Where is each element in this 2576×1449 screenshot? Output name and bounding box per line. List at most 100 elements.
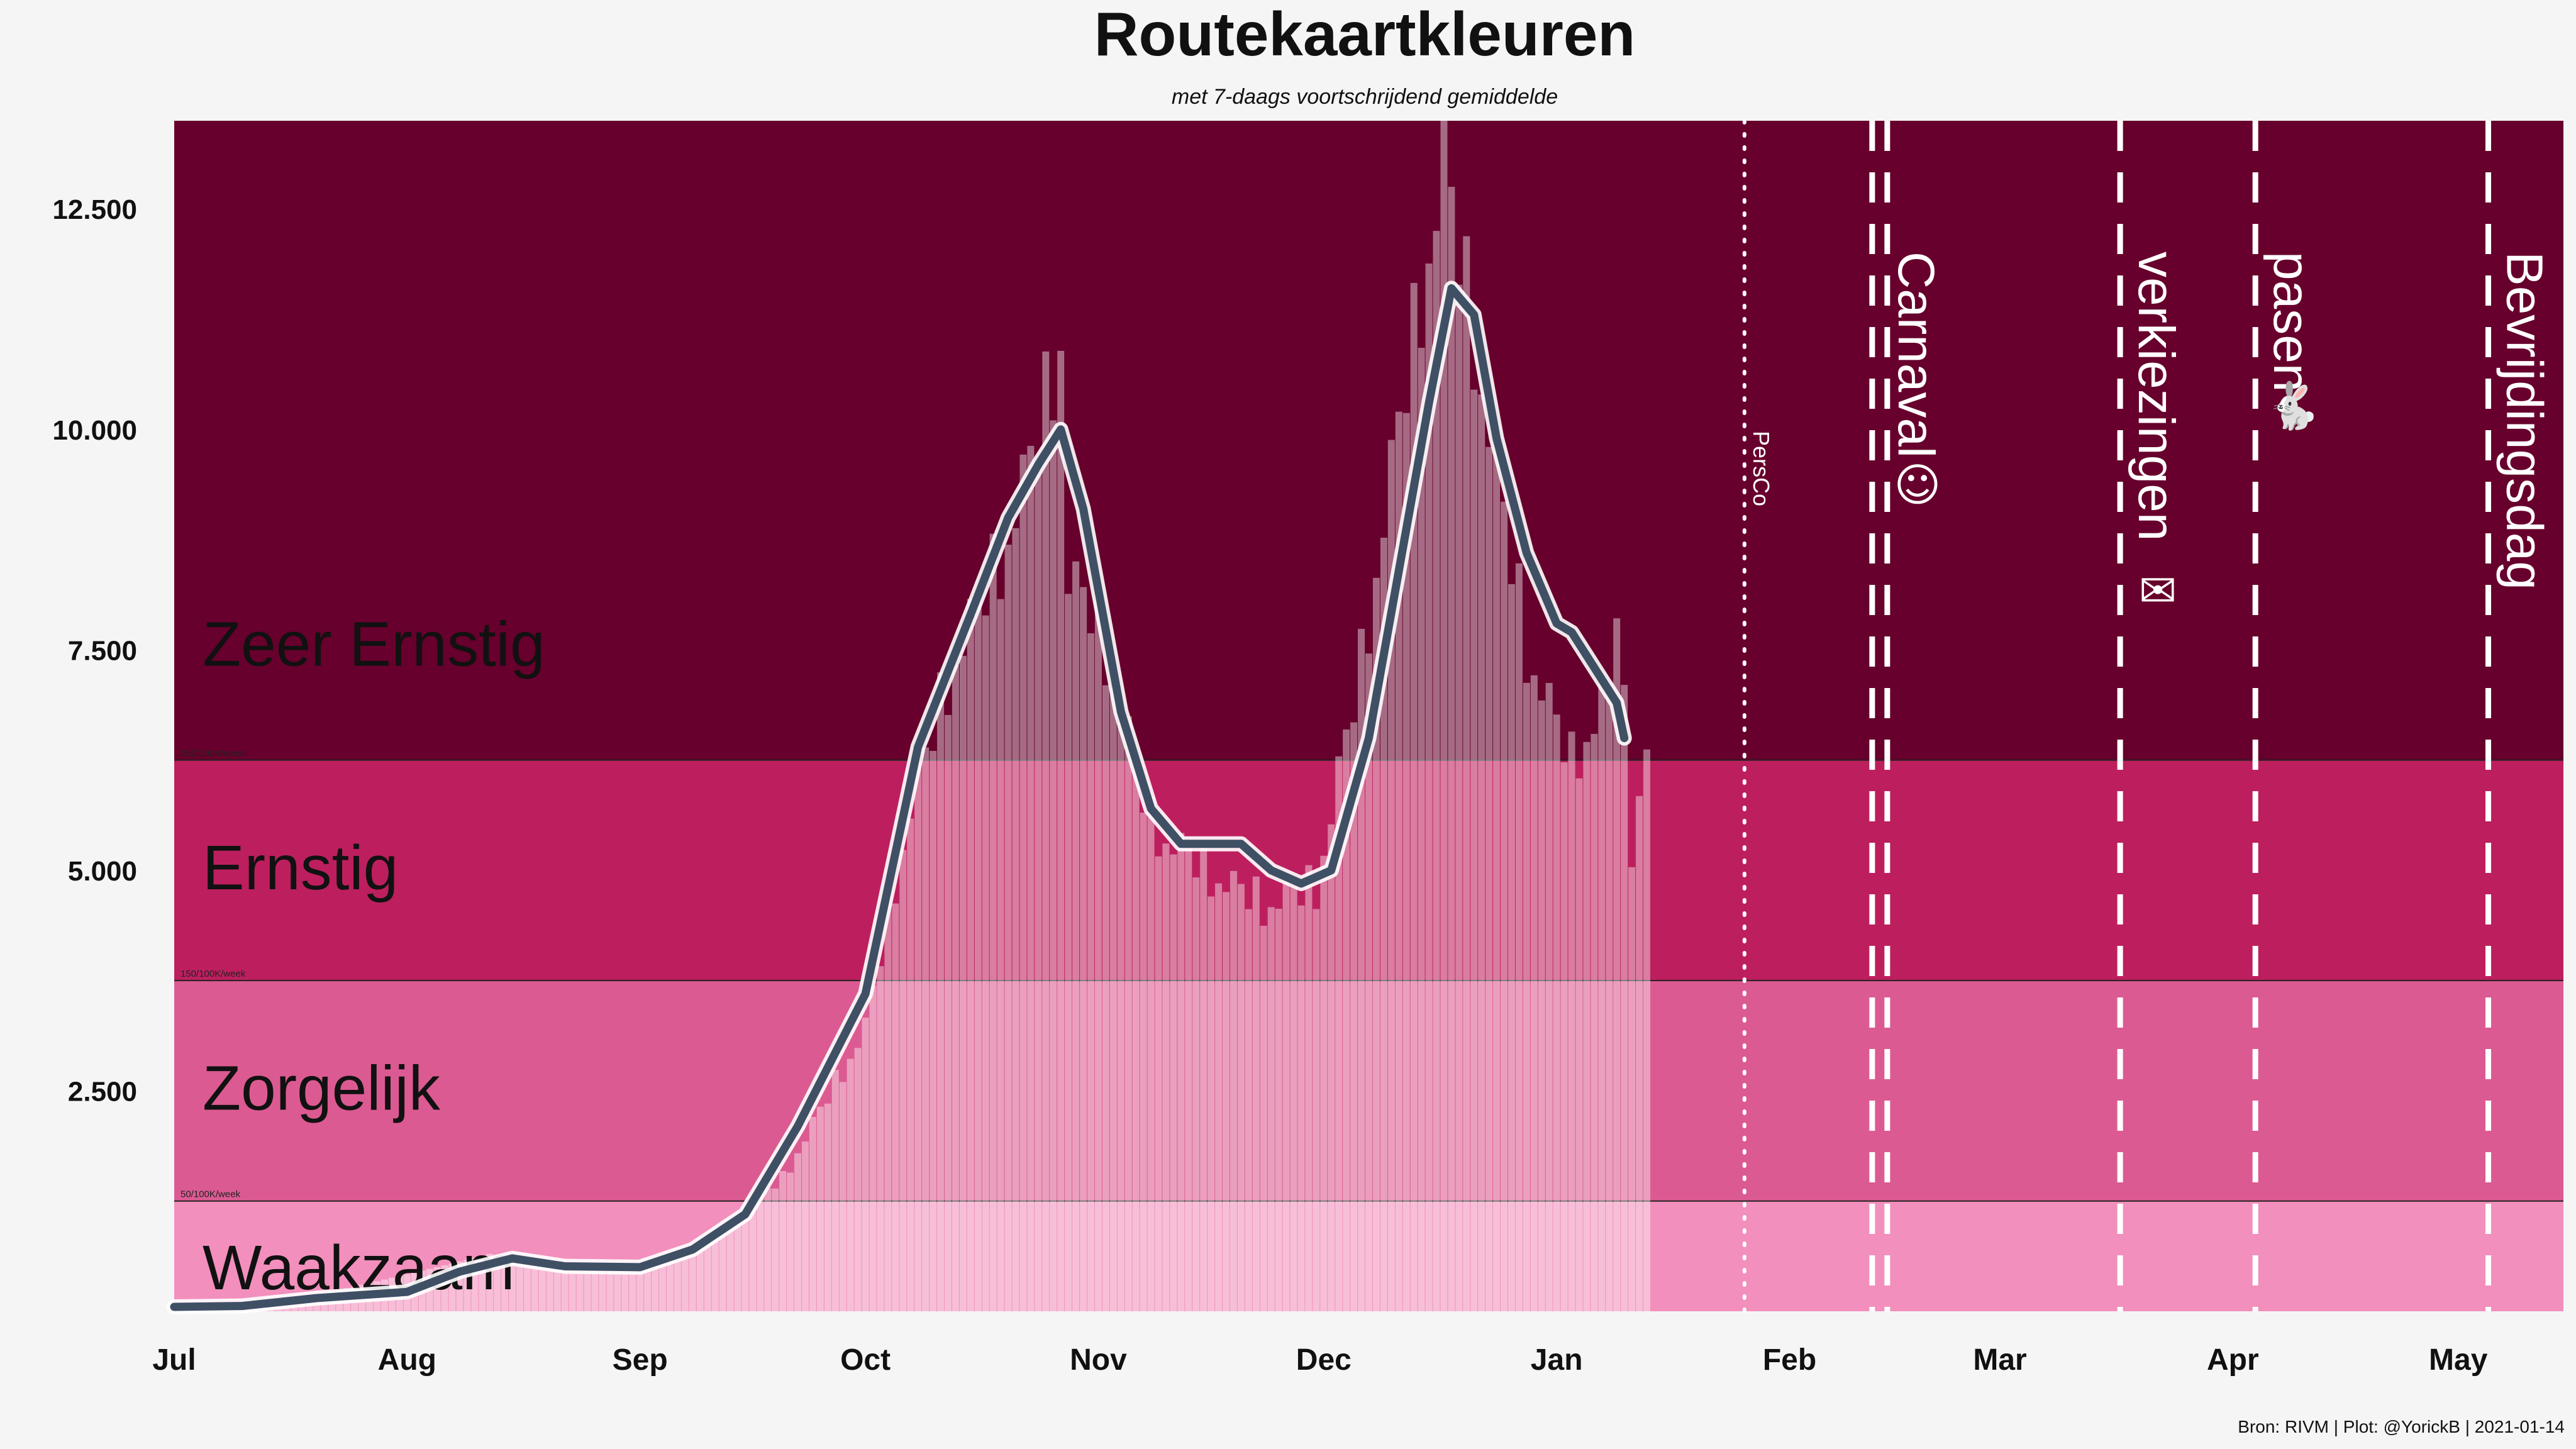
daily-case-bar — [757, 1192, 764, 1312]
band-label-ernstig: Ernstig — [203, 833, 398, 903]
daily-case-bar — [1523, 682, 1531, 1312]
daily-case-bar — [1568, 731, 1575, 1312]
daily-case-bar — [1087, 633, 1095, 1312]
band-waakzaam — [174, 1201, 2563, 1311]
daily-case-bar — [1485, 447, 1493, 1312]
daily-case-bar — [1507, 584, 1516, 1312]
daily-case-bar — [816, 1106, 824, 1312]
band-label-zorgelijk: Zorgelijk — [203, 1053, 441, 1123]
daily-case-bar — [456, 1261, 464, 1312]
daily-case-bar — [1147, 797, 1155, 1312]
rolling-average-line — [170, 284, 1629, 1311]
daily-case-bar — [1222, 892, 1230, 1312]
x-tick-label: Dec — [1296, 1343, 1352, 1377]
daily-case-bar — [854, 1048, 862, 1312]
daily-case-bar — [689, 1249, 696, 1312]
daily-case-bar — [1410, 282, 1418, 1312]
daily-case-bar — [1530, 675, 1538, 1312]
daily-case-bar — [1448, 186, 1455, 1312]
y-tick-label: 2.500 — [68, 1076, 137, 1107]
daily-case-bar — [1079, 587, 1087, 1312]
daily-case-bar — [892, 903, 899, 1312]
daily-case-bar — [1553, 714, 1560, 1312]
daily-case-bar — [749, 1204, 757, 1312]
daily-case-bar — [1343, 729, 1350, 1312]
daily-case-bar — [831, 1070, 839, 1312]
daily-case-bar — [1260, 925, 1267, 1312]
daily-case-bar — [899, 850, 907, 1312]
daily-case-bar — [1470, 389, 1478, 1312]
daily-case-bar — [1065, 594, 1072, 1312]
daily-case-bar — [1606, 681, 1613, 1312]
x-tick-label: Jan — [1531, 1343, 1583, 1377]
daily-case-bar — [764, 1188, 772, 1312]
clown-face-icon: ☺ — [1894, 458, 1941, 511]
daily-case-bar — [952, 665, 960, 1312]
event-label-persco: PersCo — [1748, 431, 1774, 506]
daily-case-bar — [1170, 854, 1177, 1312]
daily-case-bar — [441, 1265, 448, 1312]
y-tick-label: 7.500 — [68, 635, 137, 666]
daily-case-bar — [479, 1255, 486, 1312]
daily-case-bar — [1560, 762, 1568, 1312]
x-tick-label: Sep — [613, 1343, 668, 1377]
x-tick-label: Oct — [840, 1343, 891, 1377]
daily-case-bar — [1305, 865, 1313, 1312]
daily-case-bar — [1328, 824, 1335, 1312]
daily-case-bar — [1357, 628, 1365, 1312]
daily-case-bar — [1027, 445, 1035, 1312]
daily-case-bar — [1365, 653, 1373, 1312]
daily-case-bar — [1478, 394, 1485, 1312]
daily-case-bar — [1425, 263, 1433, 1312]
daily-case-bar — [486, 1253, 494, 1312]
daily-case-bar — [982, 615, 989, 1312]
event-label-carnaval: Carnaval — [1887, 252, 1945, 458]
daily-case-bar — [1395, 411, 1402, 1312]
band-ernstig — [174, 760, 2563, 981]
daily-case-bar — [1591, 733, 1598, 1312]
threshold-label: 250/100K/week — [180, 748, 246, 759]
daily-case-bar — [1418, 347, 1425, 1312]
daily-case-bar — [967, 599, 974, 1312]
chart-caption: Bron: RIVM | Plot: @YorickB | 2021-01-14 — [2238, 1417, 2565, 1436]
band-zorgelijk — [174, 980, 2563, 1201]
daily-case-bar — [1230, 870, 1238, 1312]
band-zeer-ernstig — [174, 121, 2563, 760]
x-tick-label: Apr — [2207, 1343, 2259, 1377]
daily-case-bar — [1387, 440, 1395, 1312]
band-label-zeer-ernstig: Zeer Ernstig — [203, 609, 545, 680]
daily-case-bar — [1635, 796, 1643, 1312]
daily-case-bar — [936, 672, 945, 1312]
daily-case-bar — [1545, 682, 1553, 1312]
daily-case-bar — [1282, 881, 1290, 1312]
daily-case-bar — [1035, 464, 1042, 1312]
x-tick-label: Aug — [378, 1343, 436, 1377]
daily-case-bar — [839, 1082, 847, 1312]
daily-case-bar — [1297, 905, 1305, 1312]
daily-case-bar — [824, 1103, 831, 1312]
daily-case-bar — [1162, 843, 1170, 1312]
x-tick-label: Nov — [1070, 1343, 1127, 1377]
easter-bunny-icon: 🐇 — [2265, 379, 2321, 432]
daily-case-bar — [1200, 843, 1208, 1312]
daily-case-bar — [1613, 618, 1621, 1312]
daily-case-bar — [1245, 909, 1252, 1312]
daily-case-bar — [1207, 896, 1215, 1312]
x-tick-label: Feb — [1763, 1343, 1816, 1377]
daily-case-bar — [997, 599, 1004, 1312]
daily-case-bar — [1102, 685, 1109, 1312]
daily-case-bar — [1372, 577, 1380, 1312]
daily-case-bar — [1252, 876, 1260, 1312]
daily-case-bar — [1380, 537, 1388, 1312]
daily-case-bar — [471, 1257, 479, 1312]
daily-case-bar — [1072, 561, 1080, 1312]
daily-case-bar — [1350, 722, 1358, 1312]
daily-case-bar — [1335, 756, 1343, 1312]
daily-case-bar — [877, 966, 884, 1312]
daily-case-bar — [1575, 778, 1583, 1312]
daily-case-bar — [1140, 812, 1147, 1312]
daily-case-bar — [1598, 684, 1606, 1312]
daily-case-bar — [1313, 909, 1320, 1312]
daily-case-bar — [448, 1263, 456, 1312]
daily-case-bar — [1402, 413, 1410, 1312]
